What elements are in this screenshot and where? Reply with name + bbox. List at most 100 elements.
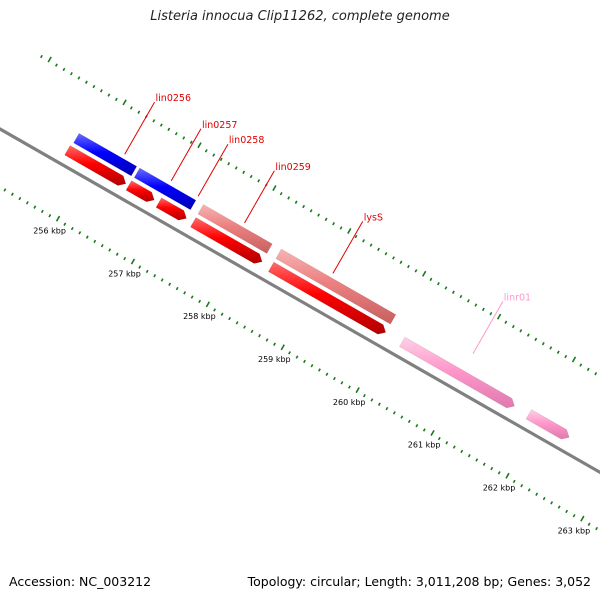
inner-major-tick — [505, 472, 510, 479]
outer-minor-tick — [114, 97, 118, 102]
gene-feature-linr01_next-rna[interactable] — [525, 409, 570, 440]
inner-major-tick — [280, 344, 285, 351]
gene-feature-lin0259-forward_gene[interactable] — [197, 204, 273, 254]
tick-label: 256 kbp — [33, 226, 66, 235]
outer-minor-tick — [257, 179, 261, 183]
inner-minor-tick — [243, 325, 247, 329]
inner-minor-tick — [535, 492, 539, 496]
outer-minor-tick — [92, 84, 96, 89]
outer-major-tick — [571, 356, 577, 363]
tick-label: 260 kbp — [333, 398, 366, 407]
inner-minor-tick — [437, 436, 441, 441]
outer-major-tick — [122, 99, 127, 106]
outer-major-tick — [496, 313, 502, 320]
inner-minor-tick — [572, 513, 576, 518]
inner-minor-tick — [33, 205, 37, 209]
outer-minor-tick — [556, 350, 560, 354]
outer-minor-tick — [489, 311, 493, 316]
outer-minor-tick — [159, 123, 163, 127]
inner-minor-tick — [377, 402, 381, 406]
tick-label: 263 kbp — [558, 526, 591, 535]
inner-minor-tick — [190, 295, 194, 299]
outer-minor-tick — [451, 290, 455, 294]
label-leader-lin0257 — [170, 128, 202, 182]
outer-minor-tick — [519, 329, 523, 333]
outer-minor-tick — [399, 260, 403, 264]
label-leader-lin0259 — [244, 170, 275, 224]
inner-minor-tick — [183, 291, 187, 295]
inner-minor-tick — [370, 398, 374, 402]
gene-feature-lin0258-reverse_cds[interactable] — [155, 197, 187, 221]
inner-major-tick — [130, 258, 136, 265]
gene-label-lin0257[interactable]: lin0257 — [202, 120, 237, 131]
outer-minor-tick — [579, 363, 583, 367]
gene-feature-lysS-reverse_cds[interactable] — [268, 261, 387, 335]
inner-minor-tick — [415, 423, 419, 428]
inner-minor-tick — [422, 428, 426, 432]
outer-major-tick — [422, 270, 427, 277]
inner-minor-tick — [228, 316, 232, 321]
inner-minor-tick — [153, 273, 157, 278]
outer-minor-tick — [466, 299, 470, 303]
inner-minor-tick — [303, 359, 306, 364]
gene-feature-lin0257-forward_cds[interactable] — [133, 167, 197, 211]
inner-major-tick — [355, 387, 360, 394]
inner-minor-tick — [40, 209, 44, 214]
gene-feature-linr01-rna[interactable] — [399, 336, 515, 409]
gene-label-lin0258[interactable]: lin0258 — [229, 135, 264, 146]
inner-minor-tick — [3, 188, 7, 192]
gene-label-lin0256[interactable]: lin0256 — [156, 93, 191, 104]
gene-feature-lysS-forward_gene[interactable] — [275, 248, 397, 325]
outer-minor-tick — [137, 110, 141, 114]
gene-label-lin0259[interactable]: lin0259 — [275, 162, 310, 173]
label-leader-linr01 — [472, 301, 504, 354]
outer-minor-tick — [377, 247, 380, 252]
inner-minor-tick — [63, 222, 67, 226]
gene-feature-lin0258-reverse_cds[interactable] — [64, 145, 127, 186]
outer-minor-tick — [212, 153, 216, 157]
inner-minor-tick — [527, 488, 531, 492]
gene-feature-lin0258-reverse_cds[interactable] — [125, 180, 155, 203]
inner-minor-tick — [18, 196, 22, 201]
inner-minor-tick — [340, 381, 344, 385]
outer-minor-tick — [339, 226, 343, 230]
inner-minor-tick — [220, 312, 224, 316]
outer-minor-tick — [309, 209, 313, 213]
outer-minor-tick — [287, 196, 291, 200]
outer-minor-tick — [40, 54, 43, 59]
label-leader-lysS — [332, 221, 364, 274]
gene-feature-lin0256-forward_cds[interactable] — [73, 132, 138, 177]
inner-minor-tick — [85, 235, 89, 239]
outer-minor-tick — [227, 161, 231, 166]
inner-minor-tick — [318, 368, 321, 372]
outer-minor-tick — [167, 127, 171, 132]
topology-text: Topology: circular; Length: 3,011,208 bp… — [247, 574, 591, 589]
map-title: Listeria innocua Clip11262, complete gen… — [150, 9, 450, 24]
gene-label-lysS[interactable]: lysS — [364, 212, 383, 223]
outer-minor-tick — [369, 243, 373, 247]
inner-minor-tick — [273, 342, 276, 346]
inner-minor-tick — [542, 496, 546, 501]
inner-minor-tick — [70, 226, 74, 231]
outer-major-tick — [47, 56, 52, 63]
accession-text: Accession: NC_003212 — [9, 574, 152, 589]
inner-minor-tick — [250, 329, 254, 334]
outer-minor-tick — [564, 354, 568, 359]
inner-minor-tick — [145, 269, 149, 274]
outer-minor-tick — [204, 149, 208, 153]
inner-minor-tick — [265, 338, 269, 342]
gene-label-linr01[interactable]: linr01 — [504, 292, 531, 303]
gene-feature-lin0259-reverse_cds[interactable] — [190, 217, 263, 264]
inner-minor-tick — [100, 243, 104, 248]
outer-minor-tick — [129, 106, 133, 110]
inner-minor-tick — [565, 509, 569, 514]
outer-minor-tick — [182, 136, 186, 140]
tick-label: 259 kbp — [258, 355, 291, 364]
outer-minor-tick — [219, 157, 223, 162]
inner-minor-tick — [48, 213, 52, 218]
inner-minor-tick — [475, 458, 479, 462]
inner-minor-tick — [115, 252, 119, 256]
tick-label: 258 kbp — [183, 312, 216, 321]
inner-minor-tick — [490, 466, 494, 471]
inner-minor-tick — [520, 483, 524, 488]
